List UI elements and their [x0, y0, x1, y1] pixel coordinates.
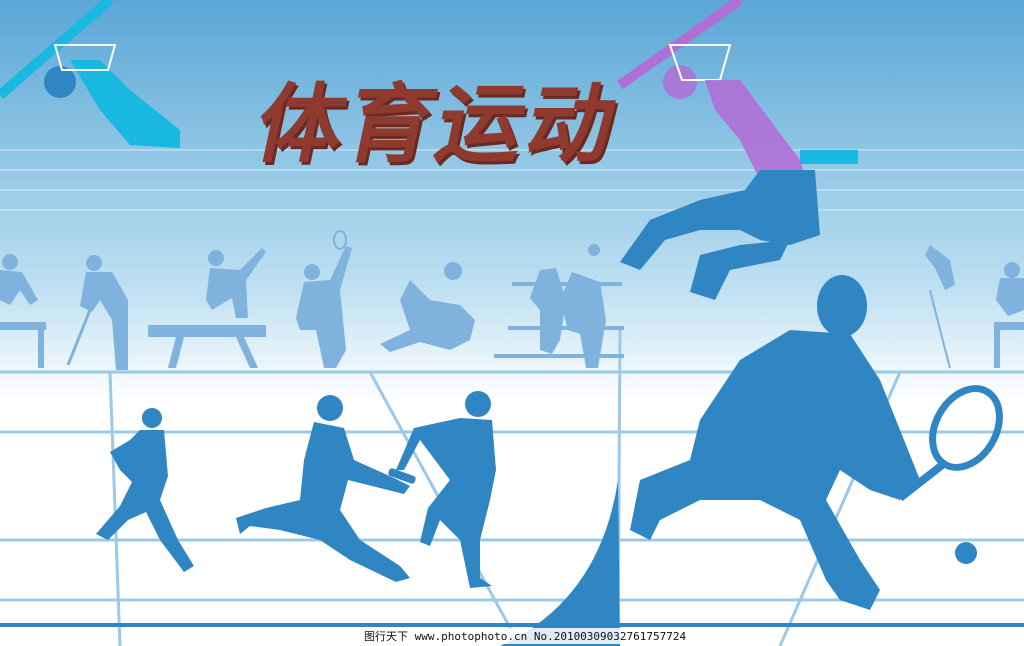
tennis-player-figure	[630, 275, 1003, 610]
runner-figures	[96, 391, 496, 588]
basketball-dunk-figure-left	[0, 0, 180, 148]
basketball-dunk-figure-right	[617, 0, 858, 300]
sail-shape	[500, 480, 620, 646]
poster-title: 体育运动	[247, 75, 629, 175]
athlete-silhouette-row	[0, 230, 1024, 370]
watermark-text: 图行天下 www.photophoto.cn No.20100309032761…	[360, 628, 691, 644]
